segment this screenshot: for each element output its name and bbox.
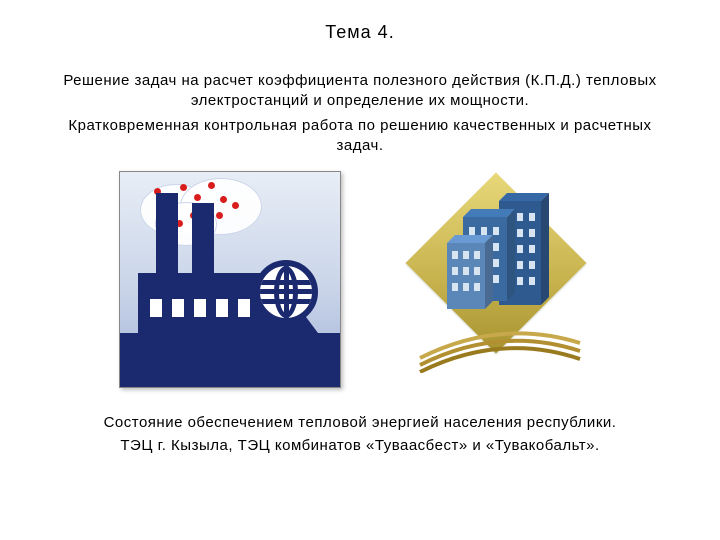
- smokestack-icon: [192, 203, 214, 273]
- emission-dot-icon: [232, 202, 239, 209]
- body-paragraph-1: Решение задач на расчет коэффициента пол…: [50, 71, 670, 112]
- emission-dot-icon: [220, 196, 227, 203]
- illustration-row: [50, 164, 670, 394]
- emission-dot-icon: [216, 212, 223, 219]
- footer-paragraph-1: Состояние обеспечением тепловой энергией…: [50, 412, 670, 435]
- factory-card: [119, 171, 341, 388]
- footer-paragraph-2: ТЭЦ г. Кызыла, ТЭЦ комбинатов «Туваасбес…: [50, 435, 670, 458]
- swoosh-lines-icon: [415, 313, 585, 373]
- emission-dot-icon: [208, 182, 215, 189]
- emission-dot-icon: [194, 194, 201, 201]
- body-paragraph-2: Кратковременная контрольная работа по ре…: [50, 116, 670, 157]
- globe-icon: [254, 260, 318, 324]
- slide-title: Тема 4.: [50, 22, 670, 43]
- emission-dot-icon: [180, 184, 187, 191]
- building-icon: [447, 243, 485, 309]
- city-buildings-graphic: [391, 179, 601, 379]
- factory-globe-graphic: [119, 171, 341, 388]
- smokestack-icon: [156, 193, 178, 273]
- slide: Тема 4. Решение задач на расчет коэффици…: [0, 0, 720, 540]
